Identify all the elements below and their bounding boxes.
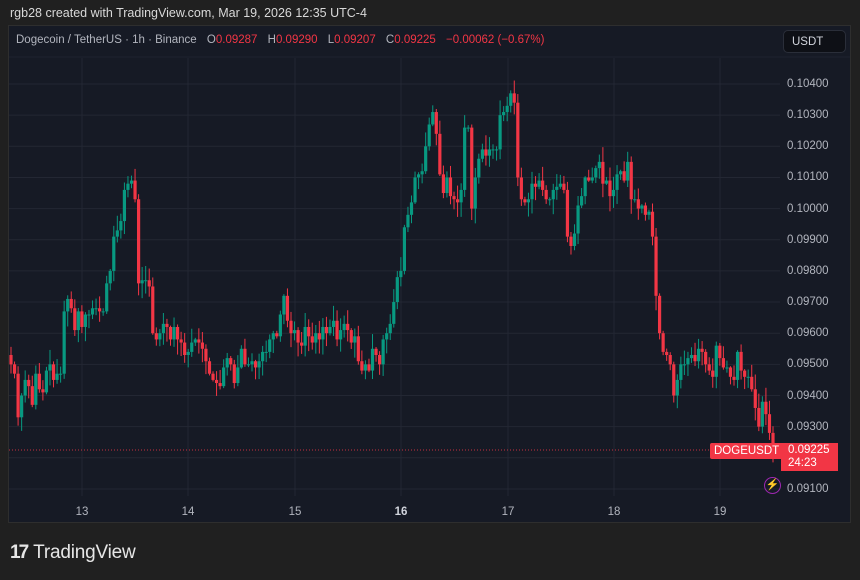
price-tick: 0.09400	[787, 389, 829, 402]
tradingview-logo: 17 TradingView	[10, 542, 136, 564]
price-tick: 0.10000	[787, 202, 829, 215]
open-value: 0.09287	[215, 34, 258, 46]
price-tick: 0.09700	[787, 296, 829, 309]
tv-logo-icon: 17	[10, 542, 29, 563]
price-tick: 0.09900	[787, 233, 829, 246]
price-tick: 0.10100	[787, 171, 829, 184]
price-tick: 0.10400	[787, 78, 829, 90]
price-tick: 0.10300	[787, 109, 829, 122]
time-tick: 13	[75, 506, 89, 518]
bar-countdown: 24:23	[788, 457, 817, 469]
time-tick: 18	[607, 506, 621, 518]
price-tick: 0.09300	[787, 420, 829, 433]
close-label: C	[385, 34, 395, 46]
chart-credit: rgb28 created with TradingView.com, Mar …	[10, 6, 367, 20]
time-tick: 14	[181, 506, 195, 518]
high-value: 0.09290	[275, 34, 318, 46]
time-tick: 15	[288, 506, 302, 518]
last-price: 0.09225	[788, 444, 830, 456]
price-tick: 0.09800	[787, 264, 829, 277]
high-label: H	[267, 34, 276, 46]
price-tick: 0.09500	[787, 358, 829, 371]
symbol-price-label: DOGEUSDT	[710, 443, 784, 459]
price-tick: 0.10200	[787, 140, 829, 153]
open-label: O	[206, 34, 216, 46]
time-tick: 19	[713, 506, 727, 518]
logo-text: TradingView	[33, 542, 136, 563]
chart-panel[interactable]	[8, 25, 851, 523]
time-tick: 16	[394, 506, 408, 518]
symbol-title[interactable]: Dogecoin / TetherUS · 1h · Binance	[16, 34, 197, 46]
price-tick: 0.09100	[787, 482, 829, 495]
last-price-label: 0.09225 24:23	[781, 443, 838, 471]
price-tick: 0.09600	[787, 327, 829, 340]
close-value: 0.09225	[394, 34, 436, 46]
time-tick: 17	[501, 506, 515, 518]
lightning-icon[interactable]: ⚡	[764, 477, 781, 494]
currency-button[interactable]: USDT	[783, 30, 846, 53]
ohlc-legend: Dogecoin / TetherUS · 1h · Binance O0.09…	[16, 34, 544, 46]
low-label: L	[327, 34, 335, 46]
low-value: 0.09207	[334, 34, 376, 46]
change-value: −0.00062 (−0.67%)	[446, 34, 545, 46]
